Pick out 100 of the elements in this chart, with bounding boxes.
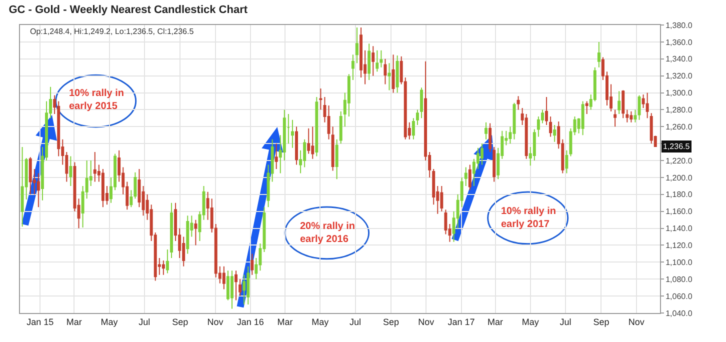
candlestick: [134, 172, 137, 200]
y-tick-label: 1,040.0: [666, 308, 693, 318]
x-tick-label: May: [312, 316, 330, 327]
candlestick: [222, 266, 226, 290]
candlestick: [356, 27, 358, 64]
y-tick-label: 1,160.0: [666, 207, 693, 216]
y-tick-label: 1,300.0: [666, 88, 693, 98]
candlestick: [311, 126, 314, 160]
x-tick-label: Nov: [628, 316, 645, 327]
candlestick: [295, 126, 298, 166]
candlestick: [28, 156, 32, 195]
x-tick-label: Mar: [488, 316, 503, 327]
annotation: 10% rally in early 2017: [501, 206, 556, 230]
candlestick: [416, 109, 419, 126]
y-tick-label: 1,280.0: [666, 106, 693, 115]
candlestick: [250, 253, 254, 276]
candlestick: [238, 278, 242, 297]
x-tick-label: May: [100, 316, 118, 327]
candlestick: [166, 248, 169, 274]
y-tick-label: 1,340.0: [666, 54, 693, 64]
candlestick: [388, 62, 391, 91]
y-tick-label: 1,380.0: [666, 20, 693, 30]
x-tick-label: Mar: [66, 316, 82, 327]
candlestick: [170, 202, 173, 258]
y-tick-label: 1,100.0: [666, 258, 693, 267]
candlestick: [553, 124, 556, 142]
candlestick: [315, 96, 318, 157]
candlestick: [384, 58, 387, 85]
candlestick: [372, 46, 375, 76]
candlestick: [464, 166, 468, 186]
candlestick: [480, 143, 484, 166]
candlestick: [335, 138, 338, 180]
y-tick-label: 1,180.0: [666, 190, 693, 200]
candlestick: [545, 96, 548, 126]
x-tick-label: Sep: [172, 316, 188, 327]
candlestick: [93, 152, 96, 182]
candlestick: [20, 146, 24, 228]
x-tick-label: Jan 16: [236, 316, 264, 327]
x-tick-label: Sep: [593, 316, 610, 327]
annotation: Op:1,248.4, Hi:1,249.2, Lo:1,236.5, Cl:1,236.5: [30, 27, 194, 36]
candlestick: [101, 168, 104, 208]
y-tick-label: 1,320.0: [666, 72, 693, 81]
candlestick: [484, 122, 488, 140]
candlestick: [614, 109, 617, 128]
annotation: 20% rally in early 2016: [300, 221, 356, 245]
candlestick: [630, 110, 633, 123]
x-tick-label: Mar: [277, 316, 293, 327]
candlestick: [186, 215, 190, 254]
candlestick: [512, 102, 516, 140]
candlestick: [581, 100, 584, 136]
candlestick: [468, 164, 472, 191]
candlestick: [69, 156, 72, 186]
candlestick: [234, 270, 238, 301]
candlestick: [549, 116, 552, 138]
y-tick-label: 1,140.0: [666, 224, 693, 234]
candlestick: [440, 185, 444, 212]
y-tick-label: 1,260.0: [666, 122, 693, 132]
y-tick-label: 1,360.0: [666, 38, 693, 47]
candlestick: [351, 54, 354, 81]
x-tick-label: Jan 17: [448, 316, 475, 327]
candlestick: [618, 90, 621, 114]
candlestick: [290, 119, 294, 148]
candlestick: [376, 50, 379, 72]
x-tick-label: Jul: [138, 316, 150, 327]
y-tick-label: 1,220.0: [666, 156, 693, 166]
x-tick-label: May: [522, 316, 540, 327]
candlestick: [331, 126, 334, 172]
x-tick-label: Sep: [382, 316, 399, 327]
x-tick-label: Nov: [207, 316, 224, 327]
candlestick: [130, 190, 133, 208]
y-tick-label: 1,200.0: [666, 173, 693, 182]
candlestick: [230, 270, 234, 310]
candlestick: [274, 143, 278, 170]
annotation: 1,236.5: [663, 142, 690, 151]
x-tick-label: Jan 15: [26, 316, 54, 327]
y-tick-label: 1,060.0: [666, 292, 693, 301]
candlestick: [412, 118, 415, 140]
annotation: 10% rally in early 2015: [69, 88, 124, 112]
x-tick-label: Jul: [350, 316, 362, 327]
candlestick: [585, 100, 588, 114]
candlestick: [319, 88, 322, 110]
candlestick: [638, 94, 641, 120]
candlestick: [36, 172, 40, 208]
candlestick: [368, 43, 371, 81]
candlestick: [516, 96, 520, 110]
candlestick: [488, 122, 492, 153]
candlestick: [396, 54, 399, 94]
y-tick-label: 1,120.0: [666, 241, 693, 250]
x-tick-label: Jul: [560, 316, 572, 327]
candlestick: [646, 92, 649, 119]
candlestick: [565, 150, 568, 174]
x-tick-label: Nov: [418, 316, 435, 327]
candlestick: [420, 87, 423, 119]
candlestick: [532, 128, 536, 162]
candlestick: [597, 41, 600, 68]
candlestick: [650, 112, 653, 144]
candlestick: [622, 90, 625, 119]
chart-title: GC - Gold - Weekly Nearest Candlestick Chart: [8, 4, 248, 16]
candlestick: [162, 260, 165, 276]
y-tick-label: 1,080.0: [666, 274, 693, 284]
